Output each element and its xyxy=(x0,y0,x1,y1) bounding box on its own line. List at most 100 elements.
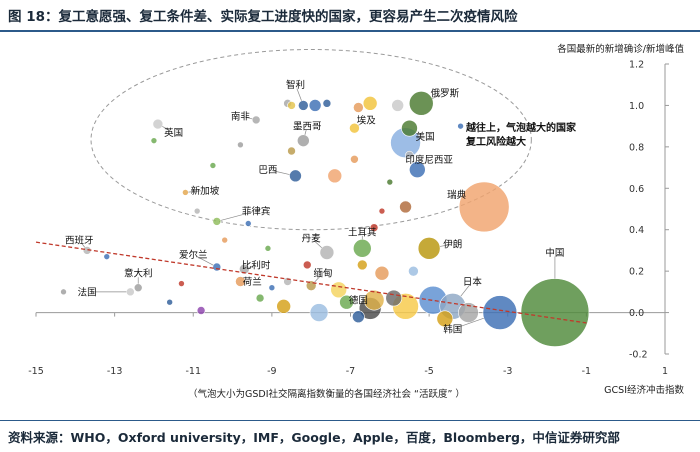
bubble-point xyxy=(244,220,252,227)
bubble-point xyxy=(212,262,222,272)
bubble-point xyxy=(182,189,189,196)
bubble-point xyxy=(352,239,372,258)
label-leader-line xyxy=(244,116,253,120)
bubble-chart: -15 -13 -11 -9 -7 -5 -3 -1 1-0.20.00.20.40.60.81… xyxy=(28,43,684,400)
country-label: 菲律宾 xyxy=(242,206,271,218)
bubble-point xyxy=(352,310,365,324)
country-label: 智利 xyxy=(286,79,305,91)
bubble-size-note: （气泡大小为GSDI社交隔离指数衡量的各国经济社会 “活跃度” ） xyxy=(188,388,465,400)
bubble-point xyxy=(349,122,360,134)
x-tick-label: 1 xyxy=(662,366,668,377)
bubble-point xyxy=(302,260,312,270)
bubble-point xyxy=(196,306,206,315)
country-label: 爱尔兰 xyxy=(179,249,208,261)
bubble-point xyxy=(126,287,135,297)
bubble-point xyxy=(482,295,518,330)
x-axis-label: GCSI经济冲击指数 xyxy=(604,384,684,396)
bubble-point xyxy=(401,119,418,137)
x-tick-label: -13 xyxy=(107,366,123,377)
country-label: 新加坡 xyxy=(191,185,220,197)
country-label: 韩国 xyxy=(443,324,462,336)
y-tick-label: -0.2 xyxy=(629,350,648,361)
country-label: 瑞典 xyxy=(447,189,467,201)
country-label: 俄罗斯 xyxy=(431,88,460,100)
bubble-point xyxy=(391,99,404,112)
bubble-point xyxy=(378,207,386,215)
country-label: 德国 xyxy=(349,295,368,307)
label-leader-line xyxy=(432,94,442,99)
label-leader-line xyxy=(423,161,427,165)
x-tick-label: -15 xyxy=(28,366,44,377)
country-label: 日本 xyxy=(463,276,483,288)
y-tick-label: 1.2 xyxy=(629,60,644,71)
bubble-point xyxy=(276,299,291,314)
footer-divider xyxy=(0,420,700,421)
bubble-point xyxy=(353,102,364,113)
country-label: 丹麦 xyxy=(302,233,322,245)
cluster-ellipse-layer xyxy=(90,49,532,231)
country-label: 意大利 xyxy=(124,268,153,280)
bubble-point xyxy=(287,101,296,110)
bubble-point xyxy=(287,146,296,156)
bubble-point xyxy=(268,284,276,292)
country-label: 美国 xyxy=(416,131,435,143)
label-leader-line xyxy=(456,317,484,329)
y-tick-label: 1.0 xyxy=(629,101,644,112)
label-leader-line xyxy=(314,275,321,283)
bubble-point xyxy=(339,294,354,310)
bubble-point xyxy=(193,207,201,215)
bubble-point xyxy=(356,259,368,271)
label-leader-line xyxy=(296,88,302,101)
bubble-point xyxy=(457,122,464,130)
bubble-point xyxy=(60,288,67,296)
bubble-point xyxy=(417,237,441,260)
bubble-point xyxy=(251,115,261,125)
x-tick-label: -11 xyxy=(185,366,201,377)
bubble-point xyxy=(322,99,332,108)
source-note: 资料来源：WHO，Oxford university，IMF，Google，Ap… xyxy=(8,430,620,445)
bubble-point xyxy=(408,91,434,116)
bubble-point xyxy=(255,293,265,303)
country-label: 伊朗 xyxy=(443,239,462,251)
country-label: 缅甸 xyxy=(313,268,332,280)
figure-title: 图 18：复工意愿强、复工条件差、实际复工进度快的国家，更容易产生二次疫情风险 xyxy=(8,9,518,25)
bubble-point xyxy=(133,283,143,293)
bubble-point xyxy=(319,245,335,260)
bubble-point xyxy=(327,168,343,184)
trendline xyxy=(35,241,587,324)
label-leader-line xyxy=(313,240,323,249)
bubble-point xyxy=(150,137,158,144)
bubble-layer xyxy=(60,91,590,347)
y-tick-label: 0.6 xyxy=(629,184,644,195)
bubble-point xyxy=(264,245,272,252)
label-leader-line xyxy=(439,244,449,247)
bubble-point xyxy=(399,200,412,214)
bubble-point xyxy=(152,118,164,130)
bubble-point xyxy=(369,223,379,232)
country-label: 南非 xyxy=(231,110,251,122)
bubble-point xyxy=(166,298,173,306)
label-leader-line xyxy=(460,284,471,297)
bubble-point xyxy=(520,278,590,347)
bubble-point xyxy=(409,161,426,178)
country-label: 中国 xyxy=(545,247,564,259)
chart-axes: -15 -13 -11 -9 -7 -5 -3 -1 1-0.20.00.20.40.60.81… xyxy=(28,60,669,377)
bubble-point xyxy=(458,181,510,233)
bubble-point xyxy=(103,253,111,260)
label-leader-line xyxy=(81,243,85,248)
label-leader-line xyxy=(304,129,307,135)
y-tick-label: 0.0 xyxy=(629,308,644,319)
country-label: 比利时 xyxy=(242,259,271,271)
label-leader-line xyxy=(271,170,290,175)
bubble-point xyxy=(221,236,228,244)
bubble-point xyxy=(362,96,378,111)
bubble-point xyxy=(298,100,309,111)
bubble-point xyxy=(405,150,414,160)
country-label: 法国 xyxy=(78,286,97,298)
bubble-point xyxy=(289,169,302,183)
y-tick-label: 0.2 xyxy=(629,267,644,278)
bubble-point xyxy=(408,265,419,277)
bubble-point xyxy=(309,303,329,322)
bubble-point xyxy=(458,302,479,323)
